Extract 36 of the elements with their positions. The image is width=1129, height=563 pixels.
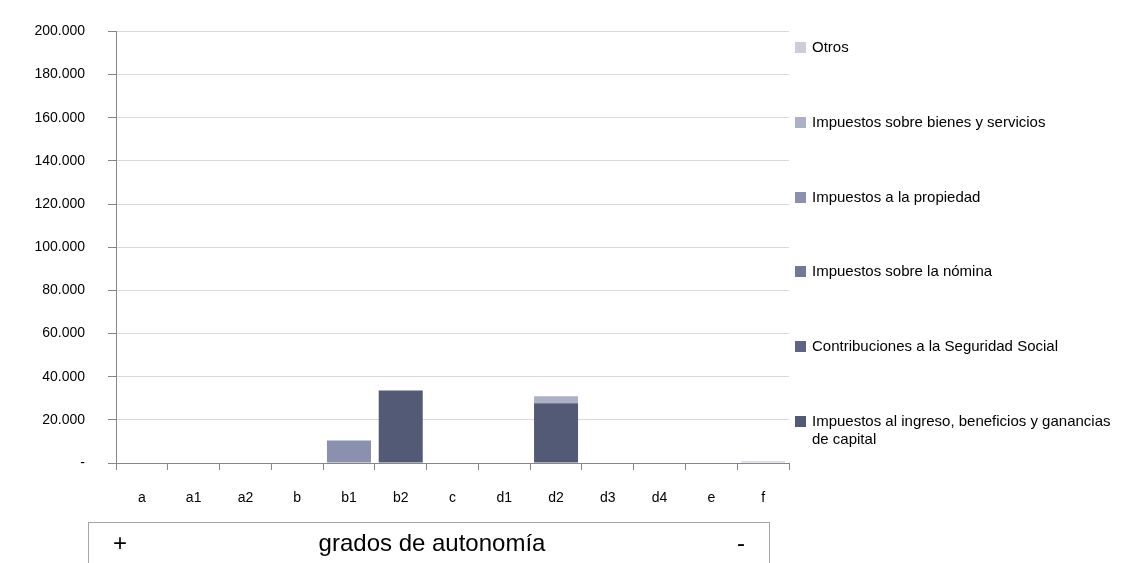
y-tick-label: 200.000 xyxy=(34,22,86,39)
x-tick-label: d4 xyxy=(651,489,668,506)
y-tick-label: 20.000 xyxy=(42,410,86,427)
legend-label: Impuestos sobre la nómina xyxy=(812,262,993,281)
x-axis-title: grados de autonomía xyxy=(318,529,546,557)
x-tick-label: b2 xyxy=(392,489,409,506)
y-tick-label: 120.000 xyxy=(34,194,86,211)
y-tick-label: 60.000 xyxy=(42,324,86,341)
legend-label: Otros xyxy=(812,38,849,56)
x-tick-label: e xyxy=(707,489,716,506)
x-tick-label: b xyxy=(293,489,302,506)
label-frame: + grados de autonomía - xyxy=(88,522,770,563)
legend-label: Impuestos sobre bienes y servicios xyxy=(812,112,1046,131)
bar xyxy=(326,440,371,463)
y-tick-label: - xyxy=(80,453,86,470)
legend-label: Contribuciones a la Seguridad Social xyxy=(812,337,1058,356)
bar xyxy=(534,403,579,463)
x-tick-label: d2 xyxy=(548,489,565,506)
y-tick-label: 100.000 xyxy=(34,238,86,255)
x-tick-label: a2 xyxy=(237,489,254,506)
x-tick-label: c xyxy=(449,489,456,506)
y-tick-label: 40.000 xyxy=(42,367,86,384)
x-tick-label: d1 xyxy=(496,489,513,506)
x-tick-label: a xyxy=(137,489,146,506)
legend-label: Impuestos al ingreso, beneficios y ganancias de capital xyxy=(812,411,1112,448)
y-tick-label: 140.000 xyxy=(34,151,86,168)
x-tick-label: a1 xyxy=(185,489,202,506)
y-tick-label: 160.000 xyxy=(34,108,86,125)
bar xyxy=(534,396,579,404)
x-tick-label: f xyxy=(761,489,766,506)
bar xyxy=(378,390,423,463)
y-tick-label: 80.000 xyxy=(42,281,86,298)
x-tick-label: d3 xyxy=(600,489,616,506)
legend-label: Impuestos a la propiedad xyxy=(812,187,981,206)
y-tick-label: 180.000 xyxy=(34,65,86,82)
x-tick-label: b1 xyxy=(341,489,357,506)
